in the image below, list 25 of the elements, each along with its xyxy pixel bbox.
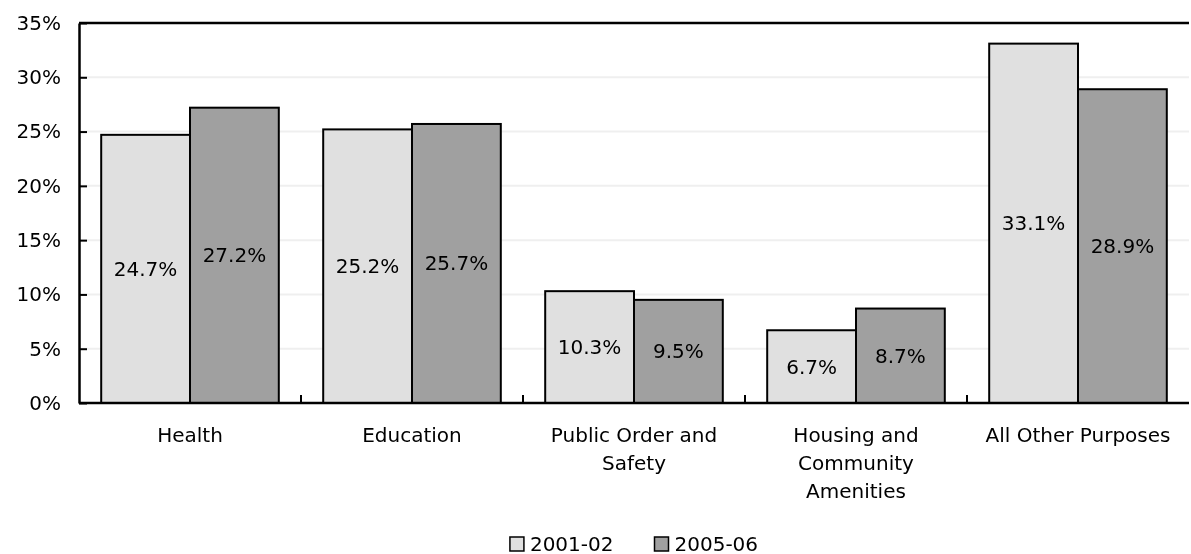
y-tick-label: 0% — [29, 390, 61, 415]
data-label: 10.3% — [557, 335, 622, 360]
x-tick-label: Education — [362, 423, 462, 447]
legend-label: 2005-06 — [674, 532, 759, 554]
data-label: 25.7% — [424, 251, 489, 276]
data-label: 25.2% — [335, 254, 400, 279]
x-tick-label: Housing and Community Amenities — [793, 423, 919, 503]
y-tick-label: 10% — [16, 282, 61, 307]
x-tick-label: Health — [157, 423, 223, 447]
data-label: 28.9% — [1090, 234, 1155, 259]
data-label: 33.1% — [1001, 211, 1066, 236]
y-tick-label: 15% — [16, 228, 61, 253]
legend-label: 2001-02 — [529, 532, 614, 554]
x-tick-label: All Other Purposes — [985, 423, 1171, 447]
y-tick-label: 5% — [29, 336, 61, 361]
y-tick-label: 35% — [16, 10, 61, 35]
x-tick-label: Public Order and Safety — [550, 423, 718, 475]
data-label: 24.7% — [113, 256, 178, 281]
data-label: 6.7% — [786, 354, 838, 379]
data-label: 27.2% — [202, 243, 267, 268]
y-tick-label: 20% — [16, 173, 61, 198]
y-tick-label: 30% — [16, 65, 61, 90]
data-label: 8.7% — [874, 343, 926, 368]
y-tick-label: 25% — [16, 119, 61, 144]
data-label: 9.5% — [652, 339, 704, 364]
